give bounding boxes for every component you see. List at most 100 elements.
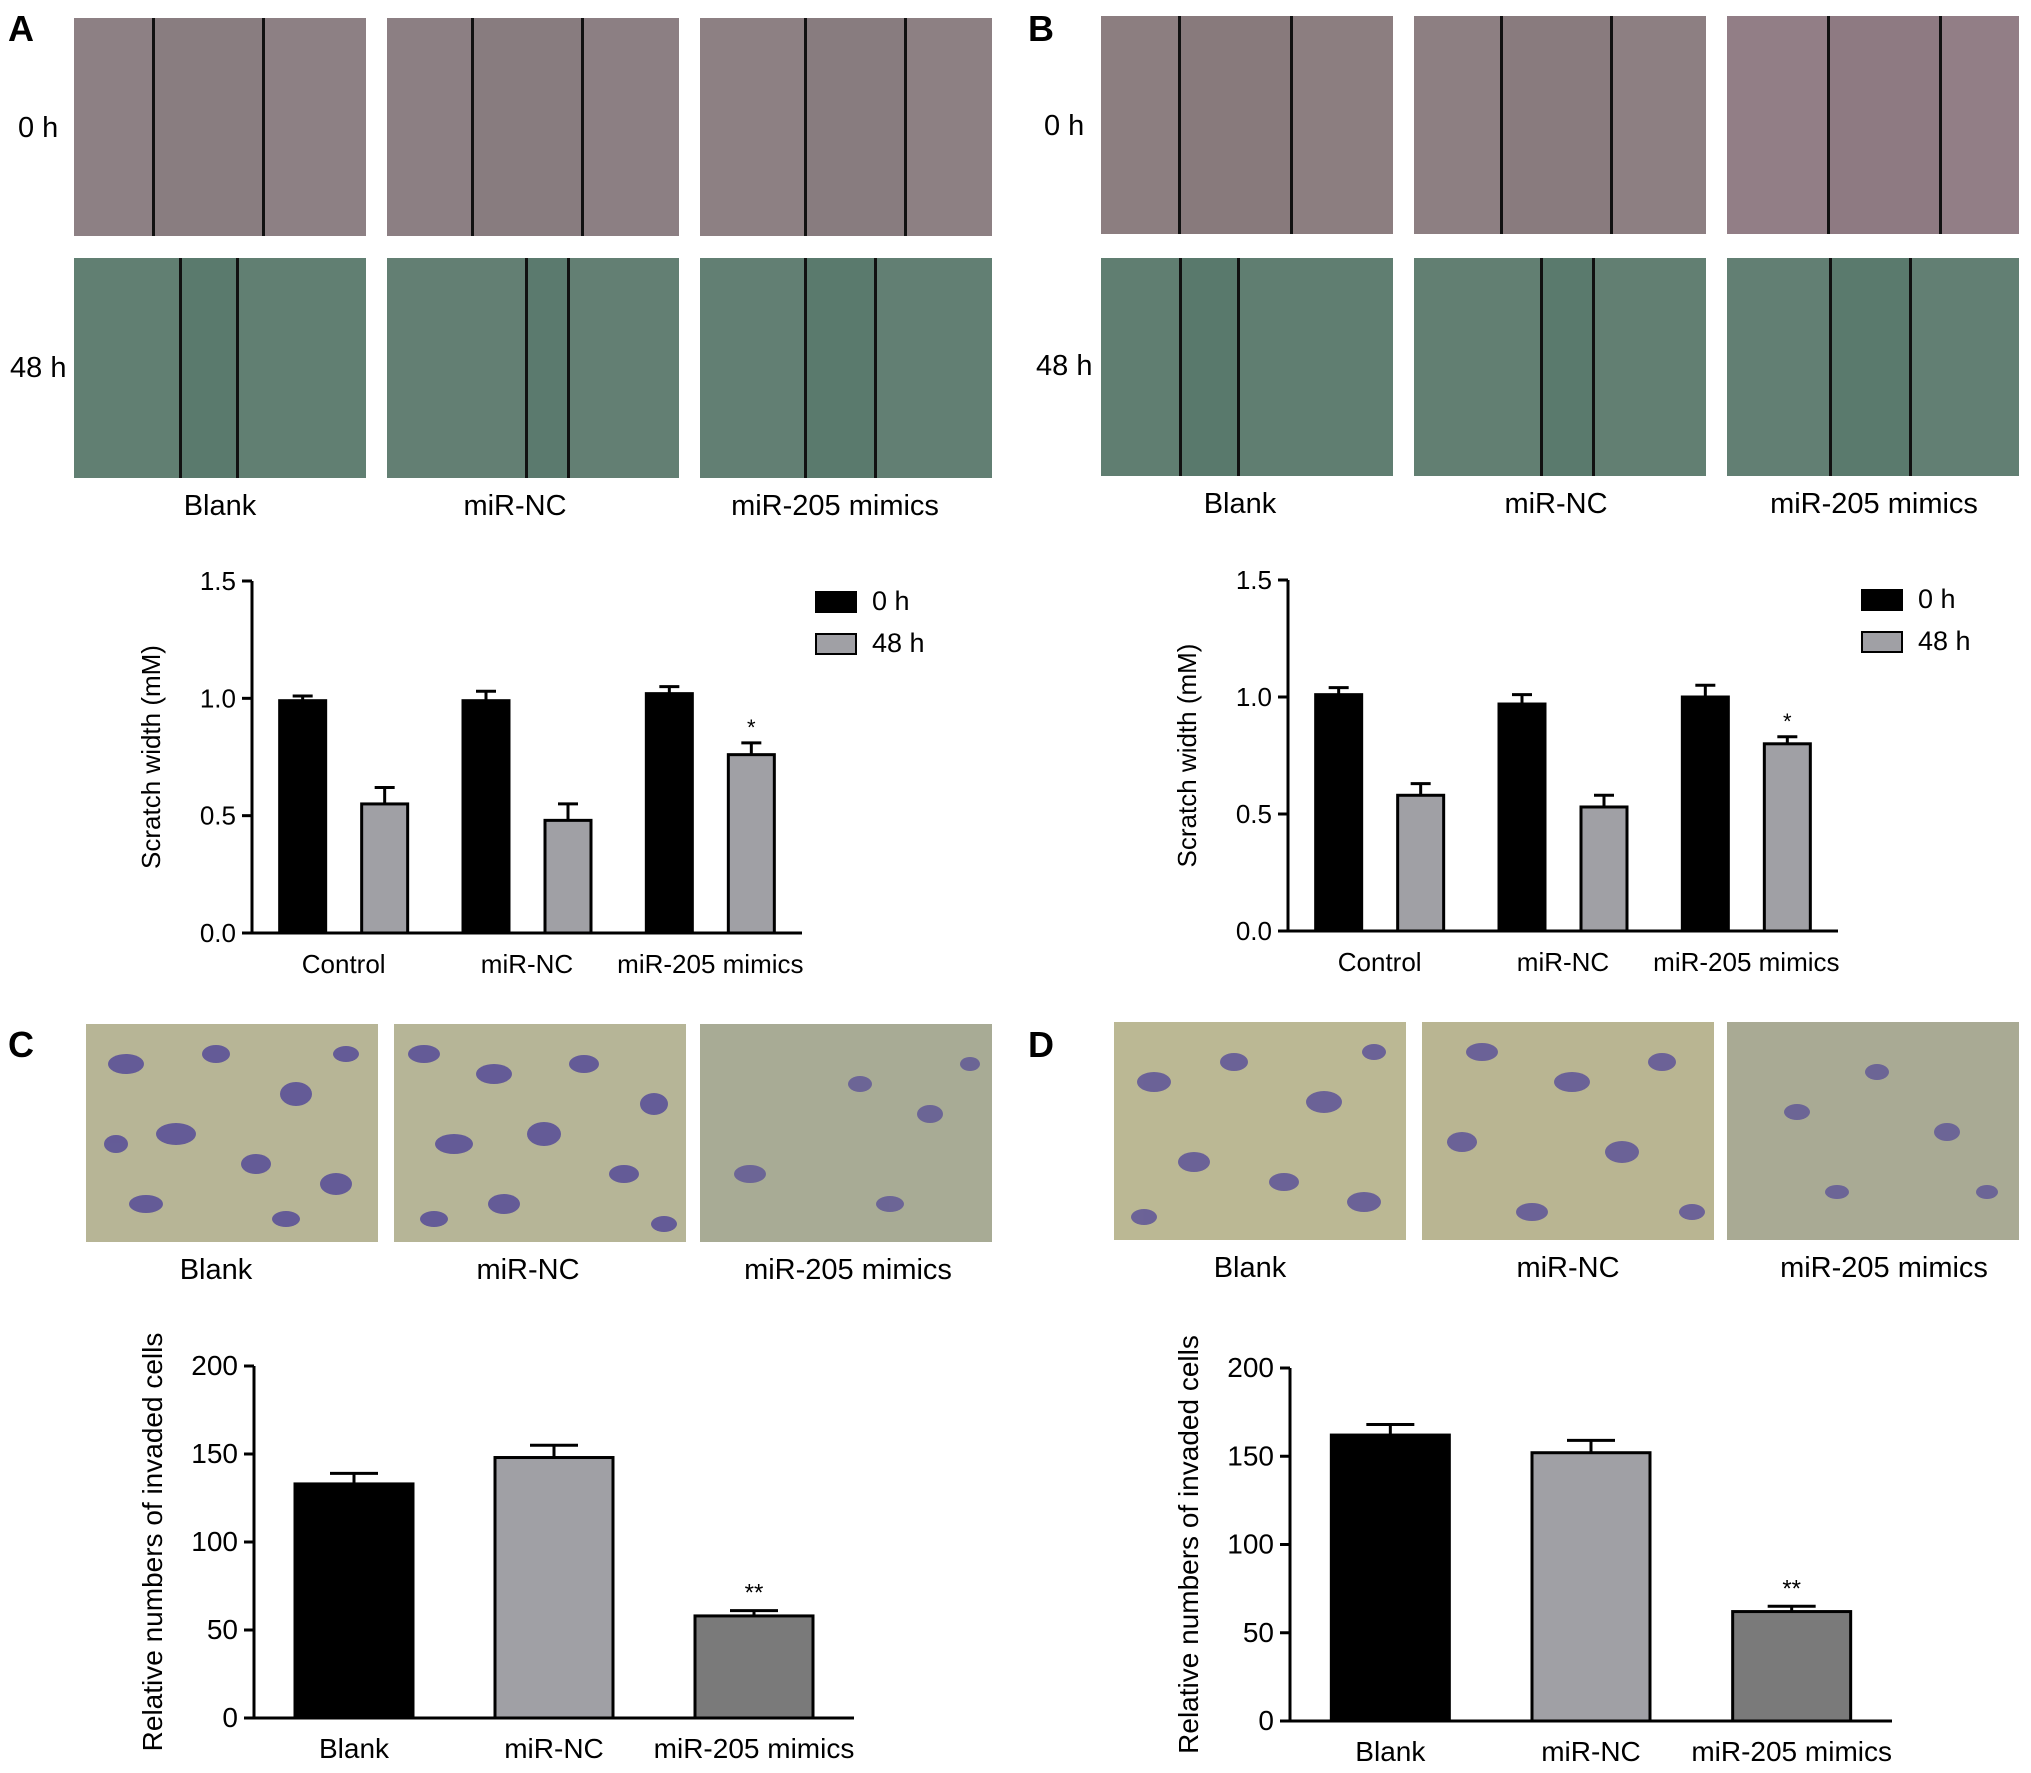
stained-cells-d-blank: [1131, 1044, 1386, 1225]
bar: [693, 1614, 815, 1720]
y-tick-label: 1.5: [1236, 565, 1272, 595]
bar: [1314, 693, 1364, 933]
y-tick-label: 150: [1227, 1440, 1274, 1471]
bar: [461, 699, 511, 935]
transwell-image-c-blank: [86, 1024, 378, 1242]
bar: [1497, 702, 1547, 933]
y-tick-label: 200: [191, 1350, 238, 1381]
transwell-image-d-mirnc: [1422, 1022, 1714, 1240]
bar: [278, 699, 328, 935]
bar: [1579, 805, 1629, 933]
y-tick-label: 0.5: [1236, 799, 1272, 829]
y-tick-label: 0.0: [1236, 916, 1272, 946]
condition-label-b-mimics: miR-205 mimics: [1770, 488, 1978, 520]
condition-label-a-mirnc: miR-NC: [463, 490, 567, 522]
row-label-0h-b: 0 h: [1044, 110, 1085, 142]
y-axis-label: Scratch width (mM): [1172, 644, 1202, 868]
y-tick-label: 0.5: [200, 801, 236, 831]
panel-letter-c: C: [8, 1024, 34, 1065]
y-tick-label: 1.0: [1236, 682, 1272, 712]
y-axis-label: Relative numbers of invaded cells: [137, 1333, 168, 1752]
bar: [543, 818, 593, 935]
significance-marker: **: [1782, 1575, 1801, 1602]
stained-cells-c-mirnc: [408, 1045, 677, 1232]
legend-swatch: [1861, 589, 1903, 611]
y-tick-label: 200: [1227, 1352, 1274, 1383]
y-axis-label: Relative numbers of invaded cells: [1173, 1335, 1204, 1754]
x-tick-label: miR-NC: [1541, 1736, 1641, 1767]
bar: [293, 1482, 415, 1720]
scratch-image-a-mirnc-48h: [387, 258, 679, 478]
condition-label-c-blank: Blank: [179, 1254, 253, 1286]
y-tick-label: 0: [1258, 1705, 1274, 1736]
legend-label: 48 h: [872, 628, 925, 658]
y-tick-label: 150: [191, 1438, 238, 1469]
chart-c: 0 50 100 150 200 Relative numbers of invaded …: [137, 1333, 854, 1764]
chart-a: 0.0 0.5 1.0 1.5 Scratch width (mM) Control miR…: [136, 566, 925, 979]
legend-label: 48 h: [1918, 626, 1971, 656]
legend-swatch: [815, 591, 857, 613]
y-tick-label: 1.5: [200, 566, 236, 596]
stained-cells-d-mimics: [1784, 1064, 1998, 1199]
legend-label: 0 h: [1918, 584, 1956, 614]
significance-marker: *: [1783, 709, 1792, 734]
panel-letter-b: B: [1028, 8, 1054, 49]
stained-cells-d-mirnc: [1447, 1043, 1705, 1221]
scratch-image-b-mirnc-0h: [1414, 16, 1706, 234]
x-tick-label: miR-205 mimics: [1653, 947, 1839, 977]
scratch-image-a-mimics-48h: [700, 258, 992, 478]
bar: [1680, 695, 1730, 933]
condition-label-c-mimics: miR-205 mimics: [744, 1254, 952, 1286]
bar: [1762, 742, 1812, 933]
scratch-image-b-mimics-0h: [1727, 16, 2019, 234]
panel-letter-a: A: [8, 8, 34, 49]
x-tick-label: Control: [302, 949, 386, 979]
x-tick-label: Control: [1338, 947, 1422, 977]
y-tick-label: 0.0: [200, 918, 236, 948]
bar: [493, 1456, 615, 1720]
condition-label-a-mimics: miR-205 mimics: [731, 490, 939, 522]
y-tick-label: 100: [191, 1526, 238, 1557]
x-tick-label: miR-NC: [481, 949, 573, 979]
legend-label: 0 h: [872, 586, 910, 616]
bar: [726, 753, 776, 935]
scratch-image-b-mirnc-48h: [1414, 258, 1706, 476]
bar: [360, 802, 410, 935]
x-tick-label: miR-NC: [504, 1733, 604, 1764]
condition-label-b-blank: Blank: [1203, 488, 1277, 520]
legend-swatch: [815, 633, 857, 655]
condition-label-d-mirnc: miR-NC: [1516, 1252, 1620, 1284]
condition-label-b-mirnc: miR-NC: [1504, 488, 1608, 520]
scratch-image-a-blank-0h: [74, 18, 366, 236]
y-tick-label: 100: [1227, 1529, 1274, 1560]
scratch-image-a-blank-48h: [74, 258, 366, 478]
transwell-image-c-mimics: [700, 1024, 992, 1242]
transwell-image-c-mirnc: [394, 1024, 686, 1242]
transwell-image-d-mimics: [1727, 1022, 2019, 1240]
bar: [644, 692, 694, 935]
significance-marker: *: [747, 715, 756, 740]
chart-b: 0.0 0.5 1.0 1.5 Scratch width (mM) Control miR…: [1172, 565, 1971, 977]
y-tick-label: 1.0: [200, 683, 236, 713]
condition-label-d-mimics: miR-205 mimics: [1780, 1252, 1988, 1284]
y-tick-label: 50: [207, 1614, 238, 1645]
panel-letter-d: D: [1028, 1024, 1054, 1065]
row-label-48h: 48 h: [10, 352, 67, 384]
bar: [1396, 793, 1446, 933]
significance-marker: **: [745, 1580, 764, 1607]
stained-cells-c-mimics: [734, 1057, 980, 1212]
legend-swatch: [1861, 631, 1903, 653]
scratch-image-b-blank-48h: [1101, 258, 1393, 476]
x-tick-label: miR-205 mimics: [1691, 1736, 1892, 1767]
scratch-image-a-mirnc-0h: [387, 18, 679, 236]
y-tick-label: 50: [1243, 1617, 1274, 1648]
condition-label-d-blank: Blank: [1213, 1252, 1287, 1284]
row-label-0h: 0 h: [18, 112, 59, 144]
condition-label-c-mirnc: miR-NC: [476, 1254, 580, 1286]
bar: [1329, 1433, 1451, 1723]
scratch-image-b-mimics-48h: [1727, 258, 2019, 476]
condition-label-a-blank: Blank: [183, 490, 257, 522]
stained-cells-c-blank: [104, 1045, 359, 1227]
chart-d: 0 50 100 150 200 Relative numbers of invaded …: [1173, 1335, 1892, 1767]
x-tick-label: Blank: [1355, 1736, 1426, 1767]
